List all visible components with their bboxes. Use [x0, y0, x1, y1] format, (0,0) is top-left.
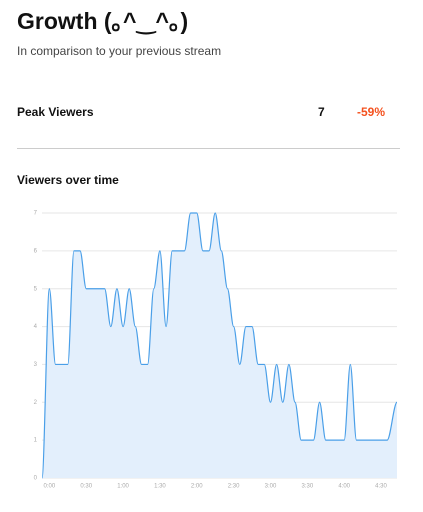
y-tick-label: 5	[34, 286, 38, 292]
x-tick-label: 1:00	[117, 484, 129, 490]
divider	[17, 148, 400, 149]
x-tick-label: 0:00	[44, 484, 56, 490]
x-tick-label: 2:30	[228, 484, 240, 490]
y-tick-label: 2	[34, 400, 38, 406]
area-fill	[42, 213, 397, 478]
x-tick-label: 4:00	[338, 484, 350, 490]
y-tick-label: 3	[34, 362, 38, 368]
x-tick-label: 3:00	[265, 484, 277, 490]
chart-title: Viewers over time	[17, 173, 119, 187]
x-tick-label: 4:30	[375, 484, 387, 490]
stat-label: Peak Viewers	[17, 105, 94, 119]
y-tick-label: 1	[34, 438, 38, 444]
subtitle: In comparison to your previous stream	[17, 44, 222, 58]
x-tick-label: 1:30	[154, 484, 166, 490]
stat-change: -59%	[357, 105, 386, 119]
chart: 0 1 2 3 4 5 6 7 0:00 0:30 1:00 1:30 2:00 2:30 3:00 3:30…	[34, 211, 398, 490]
y-tick-label: 0	[34, 476, 38, 482]
stat-value: 7	[318, 105, 325, 119]
line	[41, 212, 398, 479]
page-title: Growth (｡^‿^｡)	[17, 8, 189, 34]
y-tick-label: 7	[34, 211, 38, 217]
y-tick-label: 4	[34, 324, 38, 330]
y-tick-label: 6	[34, 248, 38, 254]
x-tick-label: 0:30	[80, 484, 92, 490]
x-tick-label: 3:30	[301, 484, 313, 490]
x-tick-label: 2:00	[191, 484, 203, 490]
